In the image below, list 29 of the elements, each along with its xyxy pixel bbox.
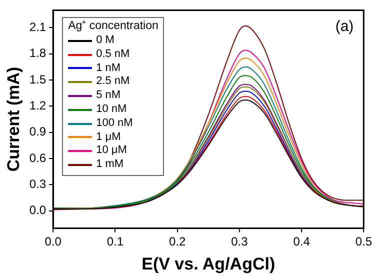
x-axis-title: E(V vs. Ag/AgCl) bbox=[142, 254, 276, 274]
legend-label: 5 nM bbox=[96, 89, 121, 103]
x-tick-label: 0.3 bbox=[231, 234, 248, 249]
y-tick-label: 2.1 bbox=[29, 20, 46, 34]
y-tick-label: 0.0 bbox=[29, 203, 46, 218]
legend-label: 0.5 nM bbox=[96, 48, 130, 62]
y-tick-label: 1.8 bbox=[29, 46, 46, 60]
legend-title: Ag⁺ concentration bbox=[68, 20, 158, 34]
x-tick-label: 0.5 bbox=[355, 234, 372, 249]
legend-label: 10 nM bbox=[96, 102, 127, 117]
x-tick-label: 0.0 bbox=[44, 234, 62, 249]
y-tick-label: 0.6 bbox=[29, 150, 46, 165]
x-tick-label: 0.4 bbox=[293, 234, 310, 249]
annotation: (a) bbox=[335, 18, 354, 36]
y-tick-label: 1.2 bbox=[29, 98, 46, 112]
y-axis-title: Current (mA) bbox=[4, 66, 23, 172]
y-tick-label: 1.5 bbox=[29, 72, 46, 86]
x-tick-label: 0.2 bbox=[168, 234, 186, 249]
legend-label: 2.5 nM bbox=[96, 75, 130, 90]
line-series bbox=[146, 90, 314, 203]
legend-label: 10 μM bbox=[96, 144, 127, 158]
y-tick-label: 0.3 bbox=[29, 176, 46, 191]
y-tick-label: 0.9 bbox=[29, 124, 46, 139]
legend-label: 1 nM bbox=[96, 62, 121, 76]
legend-label: 1 μM bbox=[96, 130, 121, 144]
legend-label: 1 mM bbox=[96, 158, 124, 172]
x-tick-label: 0.1 bbox=[106, 234, 124, 249]
legend-label: 100 nM bbox=[96, 116, 133, 131]
legend-label: 0 M bbox=[96, 34, 114, 48]
